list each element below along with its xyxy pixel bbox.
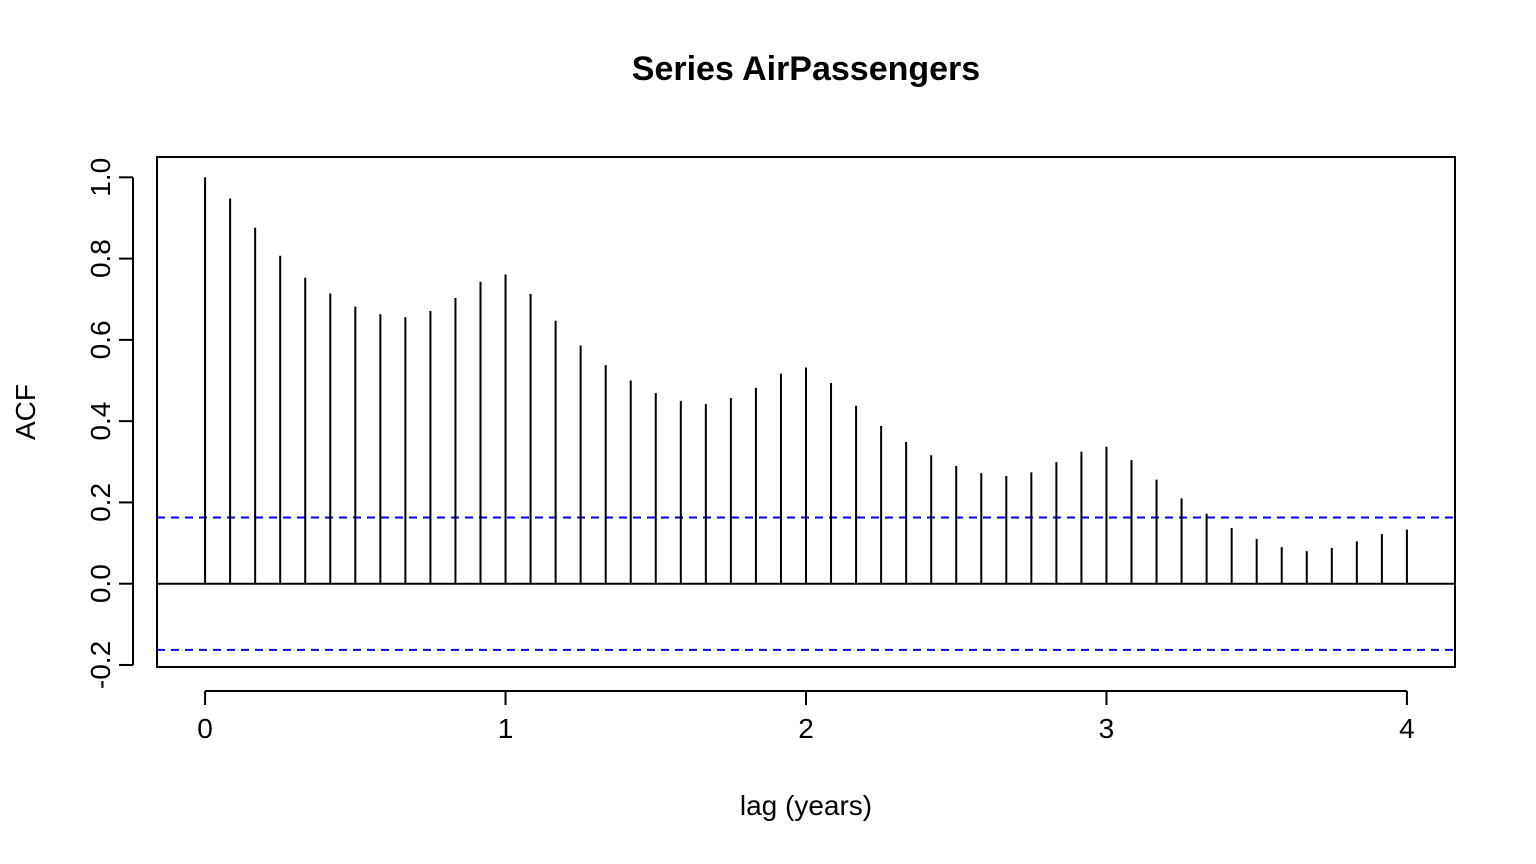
y-tick-label: 0.0 xyxy=(85,564,116,603)
x-tick-label: 4 xyxy=(1399,713,1415,744)
x-tick-label: 0 xyxy=(197,713,213,744)
y-tick-label: 0.4 xyxy=(85,402,116,441)
y-axis-label: ACF xyxy=(10,384,41,440)
x-axis: 0 1 2 3 4 xyxy=(197,690,1415,744)
plot-frame xyxy=(156,156,1456,668)
y-axis: -0.2 0.0 0.2 0.4 0.6 0.8 1.0 xyxy=(85,158,134,689)
y-tick-label: 1.0 xyxy=(85,158,116,197)
y-tick-label: 0.2 xyxy=(85,483,116,522)
y-tick-label: 0.8 xyxy=(85,239,116,278)
acf-bars xyxy=(157,177,1455,651)
y-tick-label: 0.6 xyxy=(85,320,116,359)
x-tick-label: 3 xyxy=(1099,713,1115,744)
x-tick-label: 2 xyxy=(798,713,814,744)
x-tick-label: 1 xyxy=(498,713,514,744)
chart-title: Series AirPassengers xyxy=(632,50,980,88)
y-tick-label: -0.2 xyxy=(85,641,116,689)
x-axis-label: lag (years) xyxy=(740,790,872,821)
